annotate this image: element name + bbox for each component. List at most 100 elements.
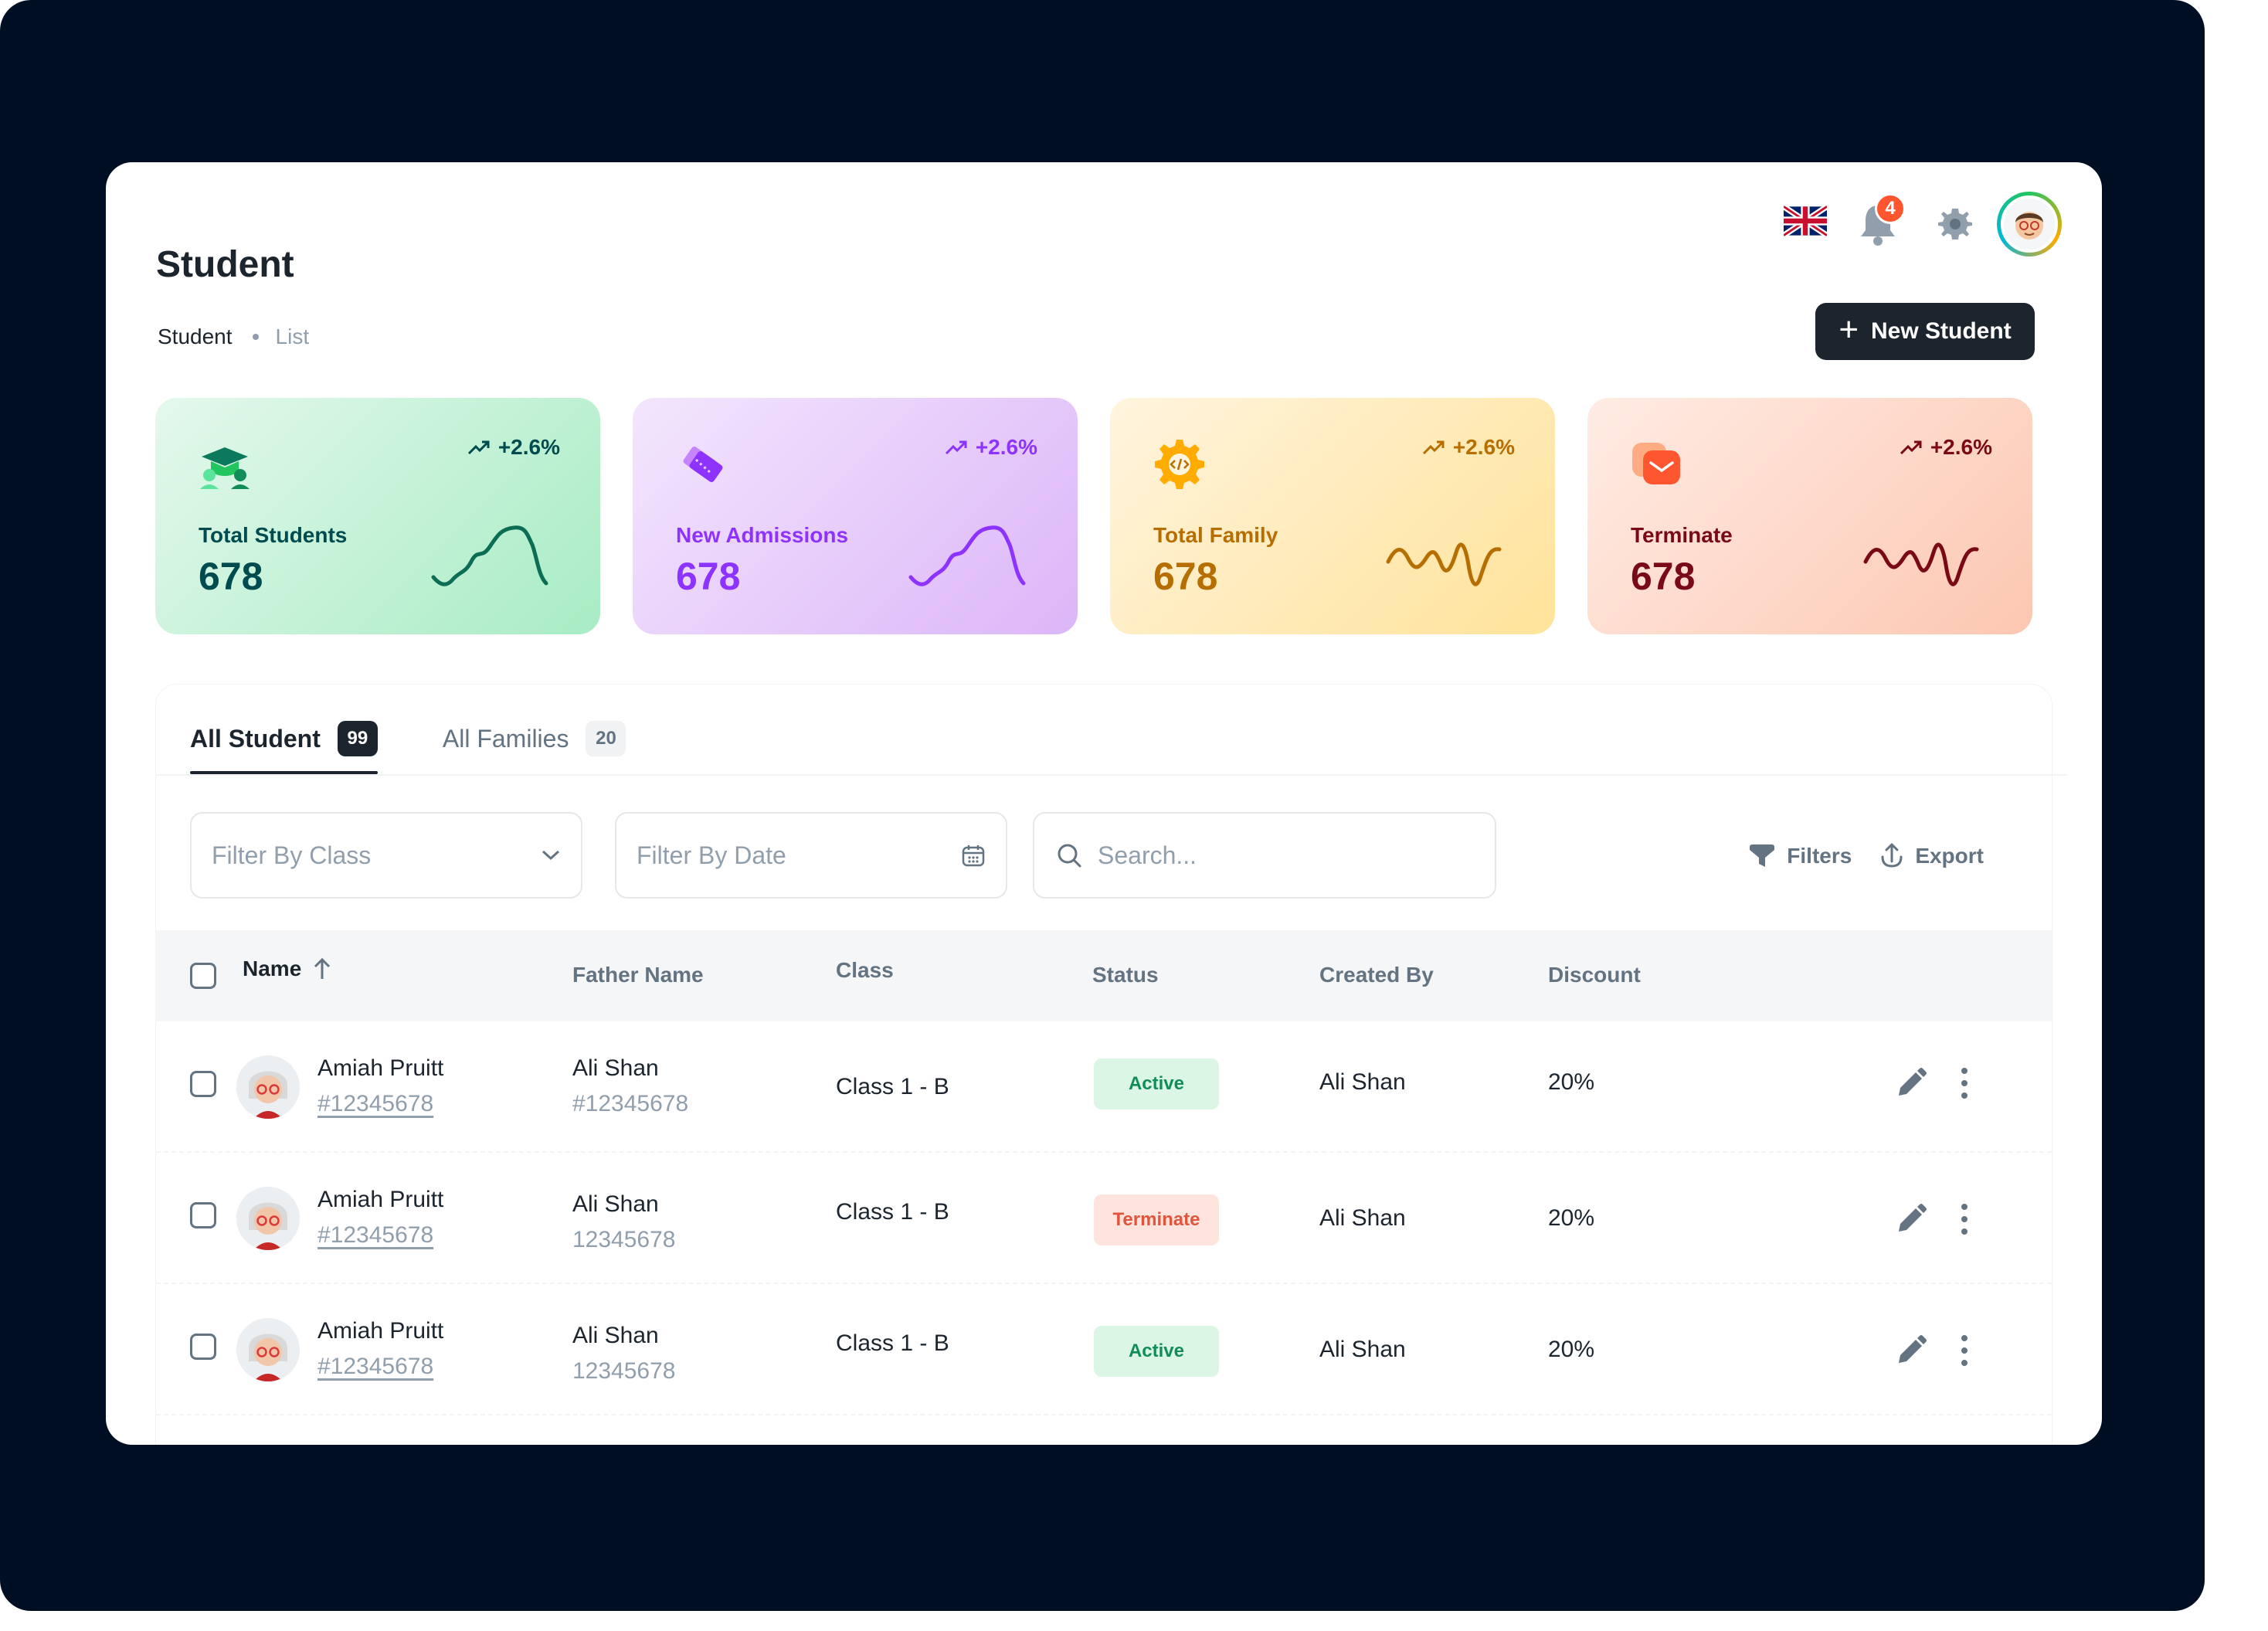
export-label: Export <box>1915 844 1984 868</box>
sparkline <box>1386 542 1502 586</box>
class-value: Class 1 - B <box>836 1199 949 1225</box>
trend-value: +2.6% <box>497 435 560 459</box>
filters-label: Filters <box>1787 844 1852 868</box>
breadcrumb-student[interactable]: Student <box>158 325 233 348</box>
sparkline <box>1863 542 1979 586</box>
row-checkbox[interactable] <box>190 1334 216 1360</box>
tab-bar: All Student 99 All Families 20 <box>190 715 626 774</box>
column-header-father-name[interactable]: Father Name <box>572 963 704 987</box>
stat-card-terminate[interactable]: +2.6% Terminate 678 <box>1587 398 2032 634</box>
mail-icon <box>1632 443 1680 484</box>
tab-all-student[interactable]: All Student 99 <box>190 715 378 774</box>
trend-indicator: +2.6% <box>1422 435 1515 460</box>
filter-by-class-select[interactable]: Filter By Class <box>190 812 582 899</box>
status-badge: Active <box>1094 1058 1219 1109</box>
father-id: #12345678 <box>572 1091 689 1116</box>
search-input[interactable]: Search... <box>1033 812 1496 899</box>
stat-value: 678 <box>1631 555 1696 598</box>
calendar-icon <box>962 845 985 867</box>
class-value: Class 1 - B <box>836 1074 949 1099</box>
new-student-label: New Student <box>1871 318 2012 344</box>
row-checkbox[interactable] <box>190 1071 216 1097</box>
column-header-discount[interactable]: Discount <box>1548 963 1641 987</box>
father-id: 12345678 <box>572 1358 676 1384</box>
student-face-icon <box>236 1187 300 1250</box>
stat-label: Terminate <box>1631 523 1733 547</box>
search-placeholder: Search... <box>1098 841 1197 869</box>
tab-count-badge: 99 <box>337 721 378 756</box>
table-row[interactable]: Amiah Pruitt #12345678 Ali Shan 12345678… <box>156 1284 2052 1415</box>
edit-pencil-icon[interactable] <box>1894 1066 1928 1100</box>
student-id-link[interactable]: #12345678 <box>317 1222 434 1248</box>
sparkline <box>908 525 1026 586</box>
trend-up-icon <box>945 440 967 455</box>
breadcrumb-separator <box>252 334 259 340</box>
edit-pencil-icon[interactable] <box>1894 1334 1928 1368</box>
settings-gear-icon[interactable] <box>1937 206 1974 243</box>
table-row[interactable]: Amiah Pruitt #12345678 Ali Shan #1234567… <box>156 1021 2052 1153</box>
table-row[interactable]: Amiah Pruitt #12345678 Ali Shan 12345678… <box>156 1153 2052 1284</box>
stat-label: New Admissions <box>676 523 849 547</box>
student-id-link[interactable]: #12345678 <box>317 1091 434 1116</box>
column-header-created-by[interactable]: Created By <box>1319 963 1434 987</box>
export-icon <box>1881 843 1903 868</box>
trend-value: +2.6% <box>975 435 1037 459</box>
plus-icon: + <box>1839 311 1859 348</box>
status-badge: Terminate <box>1094 1194 1219 1245</box>
student-face-icon <box>236 1318 300 1381</box>
column-header-class[interactable]: Class <box>836 958 894 982</box>
filters-button[interactable]: Filters <box>1748 843 1852 869</box>
gear-code-icon <box>1155 440 1204 489</box>
trend-value: +2.6% <box>1930 435 1992 459</box>
notification-badge: 4 <box>1875 193 1906 224</box>
column-header-name[interactable]: Name <box>243 957 332 981</box>
class-value: Class 1 - B <box>836 1330 949 1356</box>
stat-card-total-students[interactable]: +2.6% Total Students 678 <box>155 398 600 634</box>
sparkline <box>431 525 548 586</box>
stat-card-total-family[interactable]: +2.6% Total Family 678 <box>1110 398 1555 634</box>
more-vertical-icon[interactable] <box>1953 1332 1976 1369</box>
father-name: Ali Shan <box>572 1191 659 1217</box>
page-title: Student <box>156 244 294 285</box>
trend-up-icon <box>1900 440 1922 455</box>
table-actions: Filters Export <box>1748 843 1984 869</box>
trend-indicator: +2.6% <box>467 435 560 460</box>
select-all-checkbox[interactable] <box>190 963 216 989</box>
student-avatar <box>236 1055 300 1119</box>
row-checkbox[interactable] <box>190 1202 216 1228</box>
student-id-link[interactable]: #12345678 <box>317 1354 434 1379</box>
father-id: 12345678 <box>572 1227 676 1252</box>
student-name: Amiah Pruitt <box>317 1055 444 1081</box>
filter-by-date-input[interactable]: Filter By Date <box>615 812 1007 899</box>
stat-label: Total Family <box>1153 523 1278 547</box>
discount-value: 20% <box>1548 1337 1595 1362</box>
trend-indicator: +2.6% <box>1900 435 1992 460</box>
more-vertical-icon[interactable] <box>1953 1201 1976 1238</box>
edit-pencil-icon[interactable] <box>1894 1202 1928 1236</box>
new-student-button[interactable]: + New Student <box>1815 303 2035 360</box>
user-avatar[interactable] <box>1997 192 2062 257</box>
column-header-status[interactable]: Status <box>1092 963 1159 987</box>
created-by: Ali Shan <box>1319 1205 1406 1231</box>
stat-value: 678 <box>676 555 741 598</box>
student-page: Student Student List 4 + <box>106 162 2102 1445</box>
tab-all-families[interactable]: All Families 20 <box>443 715 626 762</box>
father-name: Ali Shan <box>572 1323 659 1348</box>
filter-class-placeholder: Filter By Class <box>212 841 372 869</box>
export-button[interactable]: Export <box>1879 843 1984 869</box>
filter-date-placeholder: Filter By Date <box>637 841 786 869</box>
sort-arrow-up-icon <box>314 957 331 979</box>
trend-up-icon <box>1422 440 1445 455</box>
tab-label: All Families <box>442 724 569 753</box>
more-vertical-icon[interactable] <box>1953 1065 1976 1102</box>
trend-up-icon <box>467 440 490 455</box>
filter-funnel-icon <box>1750 844 1775 867</box>
breadcrumb: Student List <box>158 325 309 349</box>
discount-value: 20% <box>1548 1205 1595 1231</box>
uk-flag-icon[interactable] <box>1784 206 1827 236</box>
stat-card-new-admissions[interactable]: +2.6% New Admissions 678 <box>633 398 1078 634</box>
status-badge: Active <box>1094 1326 1219 1377</box>
user-face-icon <box>2015 212 2043 240</box>
student-table-panel: All Student 99 All Families 20 Filter By… <box>155 684 2067 1445</box>
tab-label: All Student <box>190 724 321 753</box>
